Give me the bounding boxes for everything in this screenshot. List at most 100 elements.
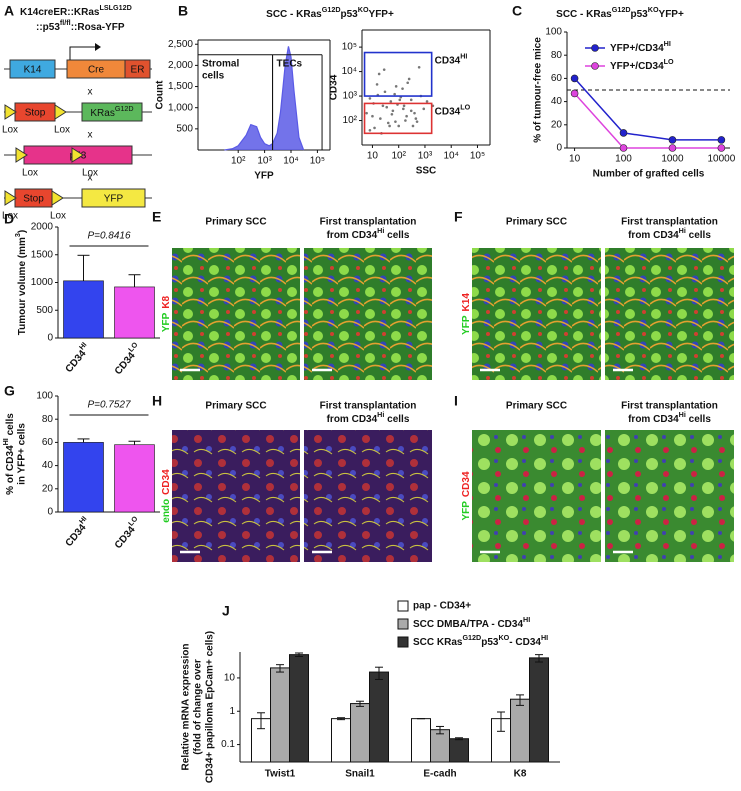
- point: [368, 97, 372, 100]
- text-run: from CD34: [327, 230, 378, 241]
- panel-label: G: [4, 383, 15, 399]
- lox-site: [4, 104, 17, 120]
- text-run: p53: [481, 637, 499, 648]
- y-tick-label: 10: [224, 673, 236, 684]
- lox-label: Lox: [2, 125, 18, 136]
- x-tick-label: Twist1: [265, 769, 296, 780]
- superscript: Hi: [377, 226, 384, 235]
- text-run: SCC - KRas: [266, 9, 322, 20]
- x-tick-label: K8: [514, 769, 527, 780]
- point: [717, 144, 726, 152]
- lox-site: [71, 147, 84, 163]
- superscript: HI: [664, 39, 671, 48]
- text-run: YFP+/CD34: [610, 61, 664, 72]
- panel-label: J: [222, 603, 230, 619]
- micrograph: [605, 430, 734, 562]
- cross: x: [88, 173, 93, 184]
- text-run: from CD34: [628, 230, 679, 241]
- text-run: p53: [341, 9, 359, 20]
- panel-label: B: [178, 3, 188, 19]
- panel-label: E: [152, 209, 161, 225]
- text-run: CD34: [435, 106, 461, 117]
- text-run: CD34: [63, 522, 88, 549]
- micrograph: [304, 430, 432, 562]
- text-run: K14creER::KRas: [20, 7, 100, 18]
- superscript: LSLG12D: [99, 3, 131, 12]
- superscript: Hi: [377, 410, 384, 419]
- point: [402, 107, 405, 111]
- panel-label: C: [512, 3, 522, 19]
- bar: [411, 718, 431, 763]
- y-tick-label: 80: [42, 414, 54, 425]
- gate: [363, 51, 433, 97]
- point: [425, 100, 429, 103]
- micrograph: [472, 430, 601, 562]
- point: [570, 89, 579, 98]
- legend-label: YFP+/CD34LO: [610, 57, 674, 72]
- y-tick-label: 1000: [31, 277, 54, 288]
- x-tick-label: 10²: [391, 151, 406, 162]
- x-tick-label: 1000: [661, 154, 684, 165]
- point: [383, 90, 387, 94]
- stain-name: K14: [461, 293, 472, 312]
- stain-name: YFP: [461, 501, 472, 521]
- x-tick-label: Snail1: [345, 769, 375, 780]
- x-axis-label: Number of grafted cells: [593, 169, 705, 180]
- x-tick-label: CD34HI: [60, 514, 92, 549]
- gene-box: [124, 59, 151, 79]
- x-tick-label: 10²: [231, 156, 246, 167]
- point: [389, 100, 393, 103]
- point: [365, 111, 368, 115]
- point: [397, 124, 401, 128]
- y-tick-label: 100: [545, 27, 562, 38]
- superscript: 3: [13, 233, 22, 237]
- text-run: from CD34: [327, 414, 378, 425]
- stain-label: YFP K14: [461, 293, 472, 335]
- bar: [449, 738, 469, 763]
- text-run: KRas: [90, 108, 114, 119]
- superscript: G12D: [322, 5, 341, 14]
- text-run: YFP+: [659, 9, 684, 20]
- x-tick-label: 10⁴: [283, 156, 298, 167]
- superscript: HI: [523, 615, 530, 624]
- x-tick-label: 10⁵: [470, 151, 485, 162]
- point: [401, 87, 404, 90]
- image-title: from CD34Hi cells: [327, 226, 410, 241]
- point: [409, 98, 413, 102]
- y-axis-label: CD34: [329, 74, 340, 100]
- text-run: SCC - KRas: [556, 9, 612, 20]
- micrograph: [172, 248, 300, 380]
- point: [382, 68, 386, 71]
- lox-site: [15, 147, 28, 163]
- lox-label: Lox: [54, 125, 70, 136]
- superscript: HI: [77, 514, 89, 525]
- image-title: First transplantation: [621, 401, 718, 412]
- text-run: cells: [384, 414, 409, 425]
- text-run: CD34: [63, 348, 88, 375]
- superscript: fl/fl: [60, 18, 71, 27]
- superscript: KO: [648, 5, 659, 14]
- micrograph: [472, 248, 601, 380]
- bar: [289, 654, 309, 763]
- gene-box: [81, 188, 146, 208]
- y-tick-label: 20: [551, 119, 563, 130]
- point: [717, 136, 726, 144]
- panel-label: A: [4, 3, 14, 19]
- x-tick-label: 10000: [707, 154, 735, 165]
- stain-label: YFP K8: [161, 295, 172, 332]
- stain-name: endo: [161, 499, 172, 523]
- point: [668, 136, 677, 144]
- gate-label: Stromal: [202, 58, 239, 69]
- point: [407, 77, 411, 81]
- text-run: cells: [686, 230, 711, 241]
- legend-label: SCC KRasG12Dp53KO- CD34HI: [413, 633, 548, 648]
- y-tick-label: 500: [176, 123, 193, 134]
- lox-label: Lox: [22, 168, 38, 179]
- point: [417, 65, 421, 69]
- text-run: cells: [686, 414, 711, 425]
- image-title: First transplantation: [320, 401, 417, 412]
- construct-title: ::p53fl/fl::Rosa-YFP: [36, 18, 125, 33]
- image-title: Primary SCC: [506, 217, 567, 228]
- point: [388, 124, 391, 128]
- text-run: SCC KRas: [413, 637, 463, 648]
